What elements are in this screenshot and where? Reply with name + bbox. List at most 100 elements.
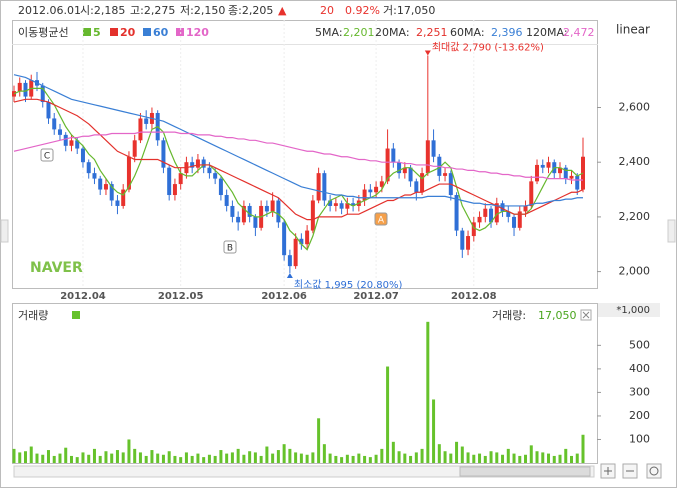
header-item: 저:2,150 [180,4,225,17]
ma-line [13,98,584,221]
scroll-thumb[interactable] [459,466,591,477]
y-tick-label: 2,600 [619,101,651,114]
volume-bar [253,452,257,463]
volume-bar [495,452,499,463]
candle-body [351,203,356,206]
volume-bar [386,366,390,463]
candle-body [379,181,384,187]
ma-title: 이동평균선 [18,26,69,39]
volume-bar [213,455,217,463]
right-handle[interactable] [667,219,676,243]
volume-bar [18,452,22,463]
candle-body [431,140,436,157]
candle-body [362,189,367,201]
candle-body [247,205,252,217]
candle-body [408,167,413,182]
max-arrow [424,50,431,56]
left-handle[interactable] [0,219,9,243]
ma-legend-label: 60 [153,26,169,39]
max-annotation: 최대값 2,790 (-13.62%) [432,42,544,54]
ma-readout-value: 2,201 [343,26,375,39]
y-tick-label: 200 [629,409,650,422]
candle-body [575,175,580,190]
y-tick-label: 100 [629,432,650,445]
candle-body [80,148,85,163]
volume-bar [478,453,482,463]
volume-bar [529,445,533,463]
volume-bar [282,444,286,463]
volume-bar [426,321,430,463]
ma-readout-label: 5MA: [315,26,343,39]
candle-body [310,200,315,231]
volume-bar [460,446,464,463]
volume-bar [150,450,154,463]
candle-body [86,162,91,174]
candle-body [276,200,281,223]
volume-bar [69,455,73,463]
volume-bar [380,448,384,463]
candle-body [23,82,28,97]
candle-body [569,175,574,179]
volume-bar [133,448,137,463]
price-panel [12,20,598,289]
header-item: 고:2,275 [130,4,175,17]
volume-bar [518,455,522,463]
volume-bar [92,448,96,463]
candle-body [523,205,528,212]
candle-body [230,205,235,217]
volume-bar [173,455,177,463]
volume-bar [288,448,292,463]
candle-body [121,189,126,206]
candle-body [201,159,206,168]
volume-bar [248,451,252,463]
volume-legend-swatch [72,311,80,319]
header-item: 거:17,050 [383,4,435,17]
volume-bar [52,455,56,463]
close-icon [582,311,590,319]
volume-bar [265,446,269,463]
volume-bar [391,441,395,463]
candle-body [512,216,517,228]
ma-legend-swatch [83,28,91,36]
volume-bar [524,454,528,463]
volume-bar [196,453,200,463]
volume-bar [207,454,211,463]
candle-body [69,140,74,146]
candle-body [368,189,373,193]
candle-body [466,236,471,250]
candle-body [46,102,51,119]
volume-bar [190,455,194,463]
volume-bar [202,457,206,463]
y-tick-label: 500 [629,338,650,351]
candle-body [471,222,476,237]
candle-body [236,216,241,223]
volume-bar [483,455,487,463]
x-tick-label: 2012.04 [60,291,106,302]
volume-bar [535,451,539,463]
volume-bar [552,455,556,463]
volume-bar [564,448,568,463]
candle-body [420,173,425,193]
y-tick-label: 2,000 [619,265,651,278]
scrollbar[interactable] [13,465,595,478]
volume-bar [570,455,574,463]
volume-bar [276,450,280,463]
reset-button[interactable] [646,463,662,479]
ma-legend-swatch [176,28,184,36]
ma-legend-label: 120 [186,26,209,39]
ma-readout-label: 60MA: [450,26,485,39]
candle-body [563,167,568,179]
volume-bar [294,452,298,463]
candle-body [138,118,143,141]
candle-body [195,159,200,168]
candle-body [316,173,321,201]
volume-bar [219,450,223,463]
candle-body [328,200,333,206]
signal-marker [223,240,237,254]
candle-body [506,211,511,217]
candle-body [489,208,494,223]
candle-body [103,184,108,190]
candle-body [322,173,327,201]
volume-bar [75,457,79,463]
candle-body [397,162,402,174]
